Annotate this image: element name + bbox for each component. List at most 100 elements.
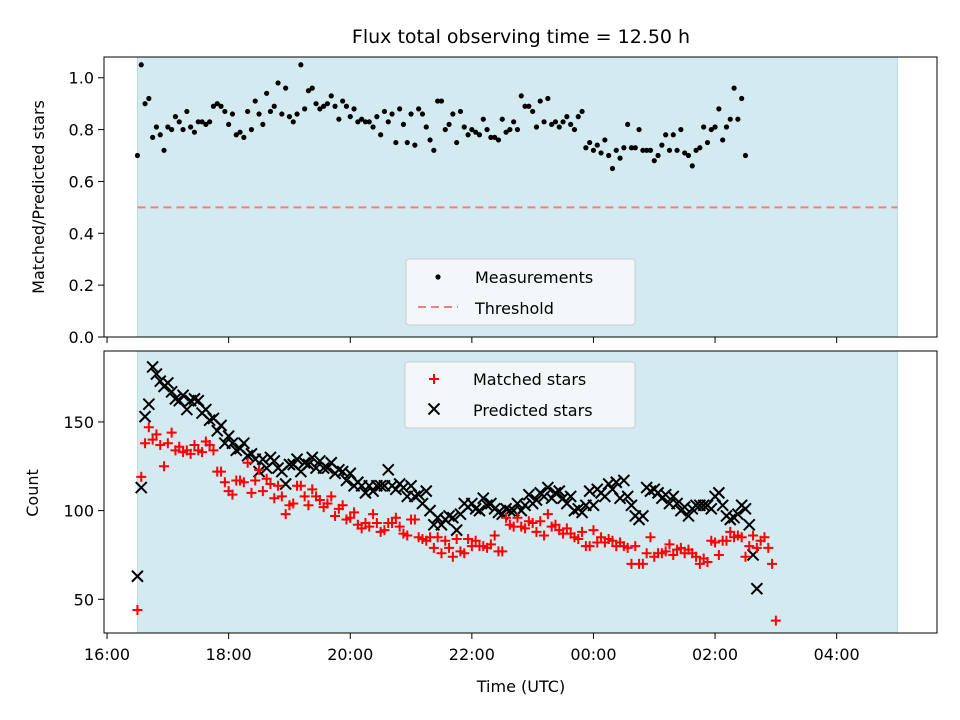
measurement-point: [264, 90, 270, 96]
x-tick-label: 20:00: [327, 645, 373, 664]
matched-stars-point: [185, 448, 196, 459]
measurement-point: [712, 124, 718, 130]
predicted-stars-point: [226, 437, 239, 450]
legend-label-measurements: Measurements: [475, 268, 593, 287]
measurement-point: [530, 108, 536, 115]
measurement-point: [393, 139, 399, 146]
predicted-stars-point: [678, 500, 691, 514]
measurement-point: [632, 145, 638, 151]
predicted-stars-point: [731, 507, 745, 521]
predicted-stars-point: [180, 403, 194, 416]
matched-stars-point: [725, 526, 736, 537]
measurement-point: [218, 103, 224, 109]
predicted-stars-point: [659, 488, 672, 501]
count-panel: 50 100 150 16:00 18:00 20:00 22:00 00:00 02:00 04…: [63, 350, 938, 664]
measurement-point: [290, 119, 296, 125]
measurement-point: [518, 93, 524, 99]
matched-stars-point: [162, 438, 173, 449]
matched-stars-point: [242, 457, 253, 468]
measurement-point: [340, 98, 346, 104]
measurement-point: [682, 150, 688, 156]
time-axis-label: Time (UTC): [476, 677, 565, 696]
measurement-point: [594, 142, 600, 148]
predicted-stars-point: [750, 582, 764, 595]
measurement-point: [461, 124, 467, 130]
matched-stars-point: [204, 440, 215, 450]
matched-stars-point: [136, 471, 147, 482]
matched-stars-point: [379, 525, 390, 536]
measurement-point: [134, 152, 141, 159]
measurement-point: [374, 114, 380, 120]
matched-stars-point: [307, 484, 318, 495]
predicted-stars-point: [697, 499, 710, 512]
predicted-stars-point: [492, 506, 505, 519]
predicted-stars-point: [556, 492, 570, 505]
measurement-point: [457, 108, 464, 115]
matched-stars-point: [497, 546, 508, 557]
matched-stars-point: [702, 557, 713, 568]
matched-stars-point: [166, 427, 177, 438]
matched-stars-point: [459, 548, 470, 559]
measurement-point: [195, 119, 201, 125]
predicted-stars-point: [142, 398, 156, 411]
measurement-point: [351, 106, 357, 112]
legend-box: [405, 258, 636, 326]
matched-stars-point: [364, 521, 375, 532]
matched-stars-point: [660, 546, 671, 557]
matched-stars-point: [691, 551, 702, 562]
measurement-point: [606, 152, 612, 159]
predicted-stars-point: [705, 502, 718, 516]
predicted-stars-point: [412, 488, 425, 501]
measurement-point: [533, 124, 540, 130]
measurement-point: [366, 119, 372, 125]
measurement-point: [347, 114, 353, 120]
matched-stars-point: [261, 473, 272, 484]
legend-label-threshold: Threshold: [474, 299, 554, 318]
predicted-stars-point: [135, 481, 148, 494]
matched-stars-point: [345, 512, 356, 523]
measurement-point: [359, 116, 365, 122]
measurement-point: [598, 150, 604, 156]
matched-stars-point: [371, 518, 382, 529]
measurement-point: [621, 145, 627, 151]
predicted-stars-point: [366, 484, 380, 498]
matched-stars-point: [280, 509, 291, 520]
matched-stars-point: [641, 548, 652, 559]
measurement-point: [237, 129, 243, 135]
measurement-point: [537, 98, 543, 104]
measurement-point: [492, 134, 498, 140]
matched-stars-point: [276, 491, 287, 502]
measurement-point: [488, 134, 494, 140]
matched-stars-point: [531, 526, 542, 537]
measurement-point: [693, 147, 699, 153]
predicted-stars-point: [150, 367, 163, 381]
measurement-point: [229, 111, 236, 117]
measurement-point: [545, 95, 551, 102]
count-axis-label: Count: [23, 469, 42, 517]
matched-stars-point: [159, 461, 170, 472]
predicted-stars-point: [621, 490, 634, 503]
matched-stars-point: [637, 558, 648, 569]
matched-stars-point: [713, 549, 724, 560]
measurement-point: [613, 147, 619, 153]
predicted-stars-point: [146, 360, 159, 374]
predicted-stars-point: [625, 499, 638, 512]
measurement-point: [647, 147, 654, 153]
matched-stars-point: [197, 447, 208, 458]
measurement-point: [199, 119, 205, 125]
predicted-stars-point: [321, 461, 334, 475]
matched-stars-point: [238, 477, 249, 488]
predicted-stars-point: [203, 413, 216, 427]
measurement-point: [659, 142, 665, 148]
x-tick-label: 16:00: [84, 645, 130, 664]
measurement-point: [298, 62, 304, 68]
measurement-point: [400, 121, 407, 128]
predicted-stars-point: [298, 456, 311, 469]
measurement-point: [484, 126, 490, 133]
predicted-stars-point: [161, 376, 175, 390]
matched-stars-point: [440, 535, 451, 546]
matched-stars-point: [539, 530, 550, 541]
measurement-point: [727, 116, 733, 122]
measurement-point: [207, 119, 213, 125]
measurement-point: [549, 121, 555, 128]
